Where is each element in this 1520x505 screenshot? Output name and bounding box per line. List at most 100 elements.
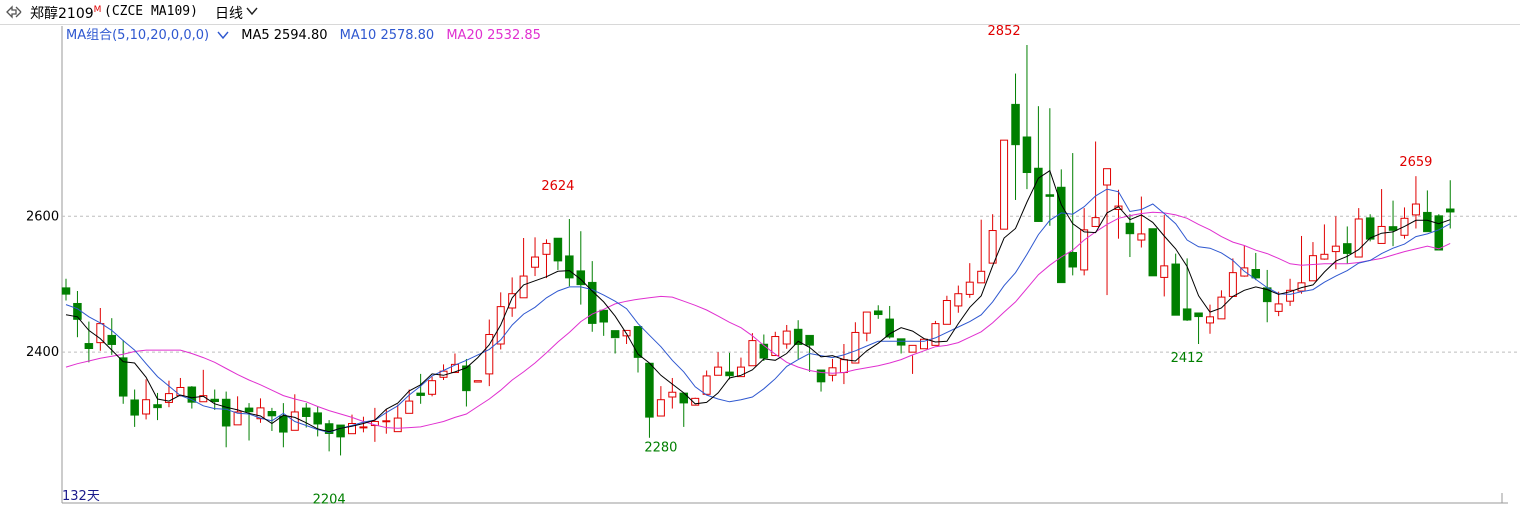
- ma10-line: [65, 188, 1451, 433]
- candle-body-down: [1423, 211, 1432, 233]
- candle-body-down: [1148, 228, 1158, 277]
- candle-body-down: [210, 398, 219, 403]
- candle-body-up: [988, 230, 997, 264]
- candle-body-up: [828, 367, 837, 376]
- candle-body-up: [931, 323, 940, 346]
- candle-body-up: [519, 275, 528, 299]
- contract-code: (CZCE MA109): [104, 4, 198, 19]
- contract-title: 郑醇2109M: [30, 3, 101, 23]
- candle-body-up: [1331, 245, 1340, 253]
- candle-body-down: [679, 392, 689, 404]
- candle-body-down: [565, 255, 574, 279]
- candle-body-up: [1308, 255, 1317, 282]
- candle-body-up: [382, 420, 391, 423]
- candle-body-down: [416, 392, 425, 396]
- candle-body-up: [1114, 205, 1123, 210]
- candle-body-up: [393, 417, 402, 433]
- ma10-value: MA10 2578.80: [339, 28, 435, 43]
- candle-body-down: [1365, 217, 1375, 240]
- candle-body-down: [645, 362, 654, 418]
- candle-body-up: [1240, 267, 1249, 277]
- ma-legend: MA组合(5,10,20,0,0,0) MA5 2594.80 MA10 257…: [66, 24, 549, 43]
- candle-body-up: [656, 399, 665, 417]
- candle-body-up: [405, 400, 414, 414]
- candle-body-down: [805, 334, 814, 346]
- candle-body-down: [816, 369, 826, 383]
- candle-body-down: [336, 424, 345, 438]
- candle-body-down: [587, 281, 597, 324]
- candle-body-up: [668, 391, 677, 398]
- candle-body-down: [553, 237, 563, 262]
- candle-body-up: [450, 363, 459, 374]
- candle-body-down: [1045, 194, 1055, 197]
- period-selector[interactable]: 日线: [215, 6, 243, 22]
- low-annotation: 2204: [313, 492, 346, 505]
- candle-body-down: [633, 326, 643, 358]
- candle-body-down: [1434, 215, 1444, 251]
- candle-body-down: [759, 343, 769, 359]
- candle-body-up: [256, 407, 265, 420]
- candle-body-up: [531, 256, 540, 268]
- candle-body-up: [359, 426, 368, 429]
- candle-body-up: [714, 366, 723, 376]
- candle-body-down: [896, 338, 906, 346]
- ma-combo-selector[interactable]: MA组合(5,10,20,0,0,0): [66, 28, 229, 43]
- candle-body-down: [107, 334, 117, 345]
- chevron-down-icon: [217, 31, 229, 40]
- candle-body-up: [1137, 233, 1146, 241]
- candle-body-down: [1182, 308, 1192, 321]
- candle-body-up: [736, 366, 745, 378]
- candle-body-up: [348, 423, 356, 435]
- candle-body-down: [1171, 263, 1180, 316]
- candle-body-up: [176, 386, 185, 397]
- candle-body-up: [908, 344, 917, 353]
- candle-body-up: [771, 336, 780, 357]
- main-contract-badge: M: [93, 5, 102, 15]
- candle-body-down: [267, 411, 277, 417]
- candlestick-chart[interactable]: 2400 2600 2624 2280 2204 2852 2412 2659: [0, 25, 1520, 505]
- candle-body-up: [1228, 272, 1237, 297]
- candle-body-down: [576, 270, 586, 286]
- candle-body-down: [187, 386, 197, 403]
- candle-body-up: [473, 380, 482, 383]
- visible-days-count: 132天: [62, 489, 100, 504]
- candle-body-up: [1103, 168, 1112, 186]
- candle-body-down: [885, 318, 894, 338]
- candle-body-up: [862, 311, 871, 334]
- high-annotation: 2852: [988, 25, 1021, 39]
- candle-body-up: [1091, 217, 1100, 227]
- candle-body-up: [233, 411, 242, 426]
- candle-body-down: [1343, 243, 1352, 254]
- ma20-value: MA20 2532.85: [446, 28, 541, 43]
- candle-body-down: [244, 407, 254, 413]
- candle-body-up: [542, 242, 551, 255]
- candle-body-up: [1354, 218, 1363, 258]
- candle-body-up: [977, 270, 986, 284]
- candle-body-down: [1022, 136, 1032, 174]
- candle-body-up: [1286, 289, 1295, 302]
- candle-body-down: [725, 371, 734, 377]
- candle-body-up: [508, 293, 517, 309]
- candle-body-down: [1011, 103, 1020, 146]
- back-arrow-icon[interactable]: [4, 2, 24, 22]
- candle-body-up: [142, 399, 151, 415]
- candle-body-down: [130, 399, 139, 416]
- candle-body-down: [153, 404, 162, 409]
- chevron-down-icon[interactable]: [246, 5, 258, 17]
- candle-body-up: [942, 300, 951, 325]
- y-tick-label: 2400: [26, 345, 59, 360]
- candle-body-down: [1388, 226, 1398, 231]
- candle-body-down: [1068, 252, 1077, 268]
- candle-body-up: [954, 293, 963, 307]
- candle-body-down: [279, 415, 288, 433]
- candle-body-up: [839, 359, 848, 374]
- candle-body-up: [1320, 253, 1329, 260]
- candle-body-up: [748, 340, 757, 367]
- candle-body-up: [782, 330, 791, 345]
- candle-body-up: [1000, 139, 1009, 230]
- candle-body-down: [462, 365, 471, 392]
- candle-body-up: [96, 323, 105, 344]
- ma20-line: [65, 211, 1451, 429]
- candle-body-up: [965, 281, 974, 295]
- candle-body-down: [221, 398, 231, 427]
